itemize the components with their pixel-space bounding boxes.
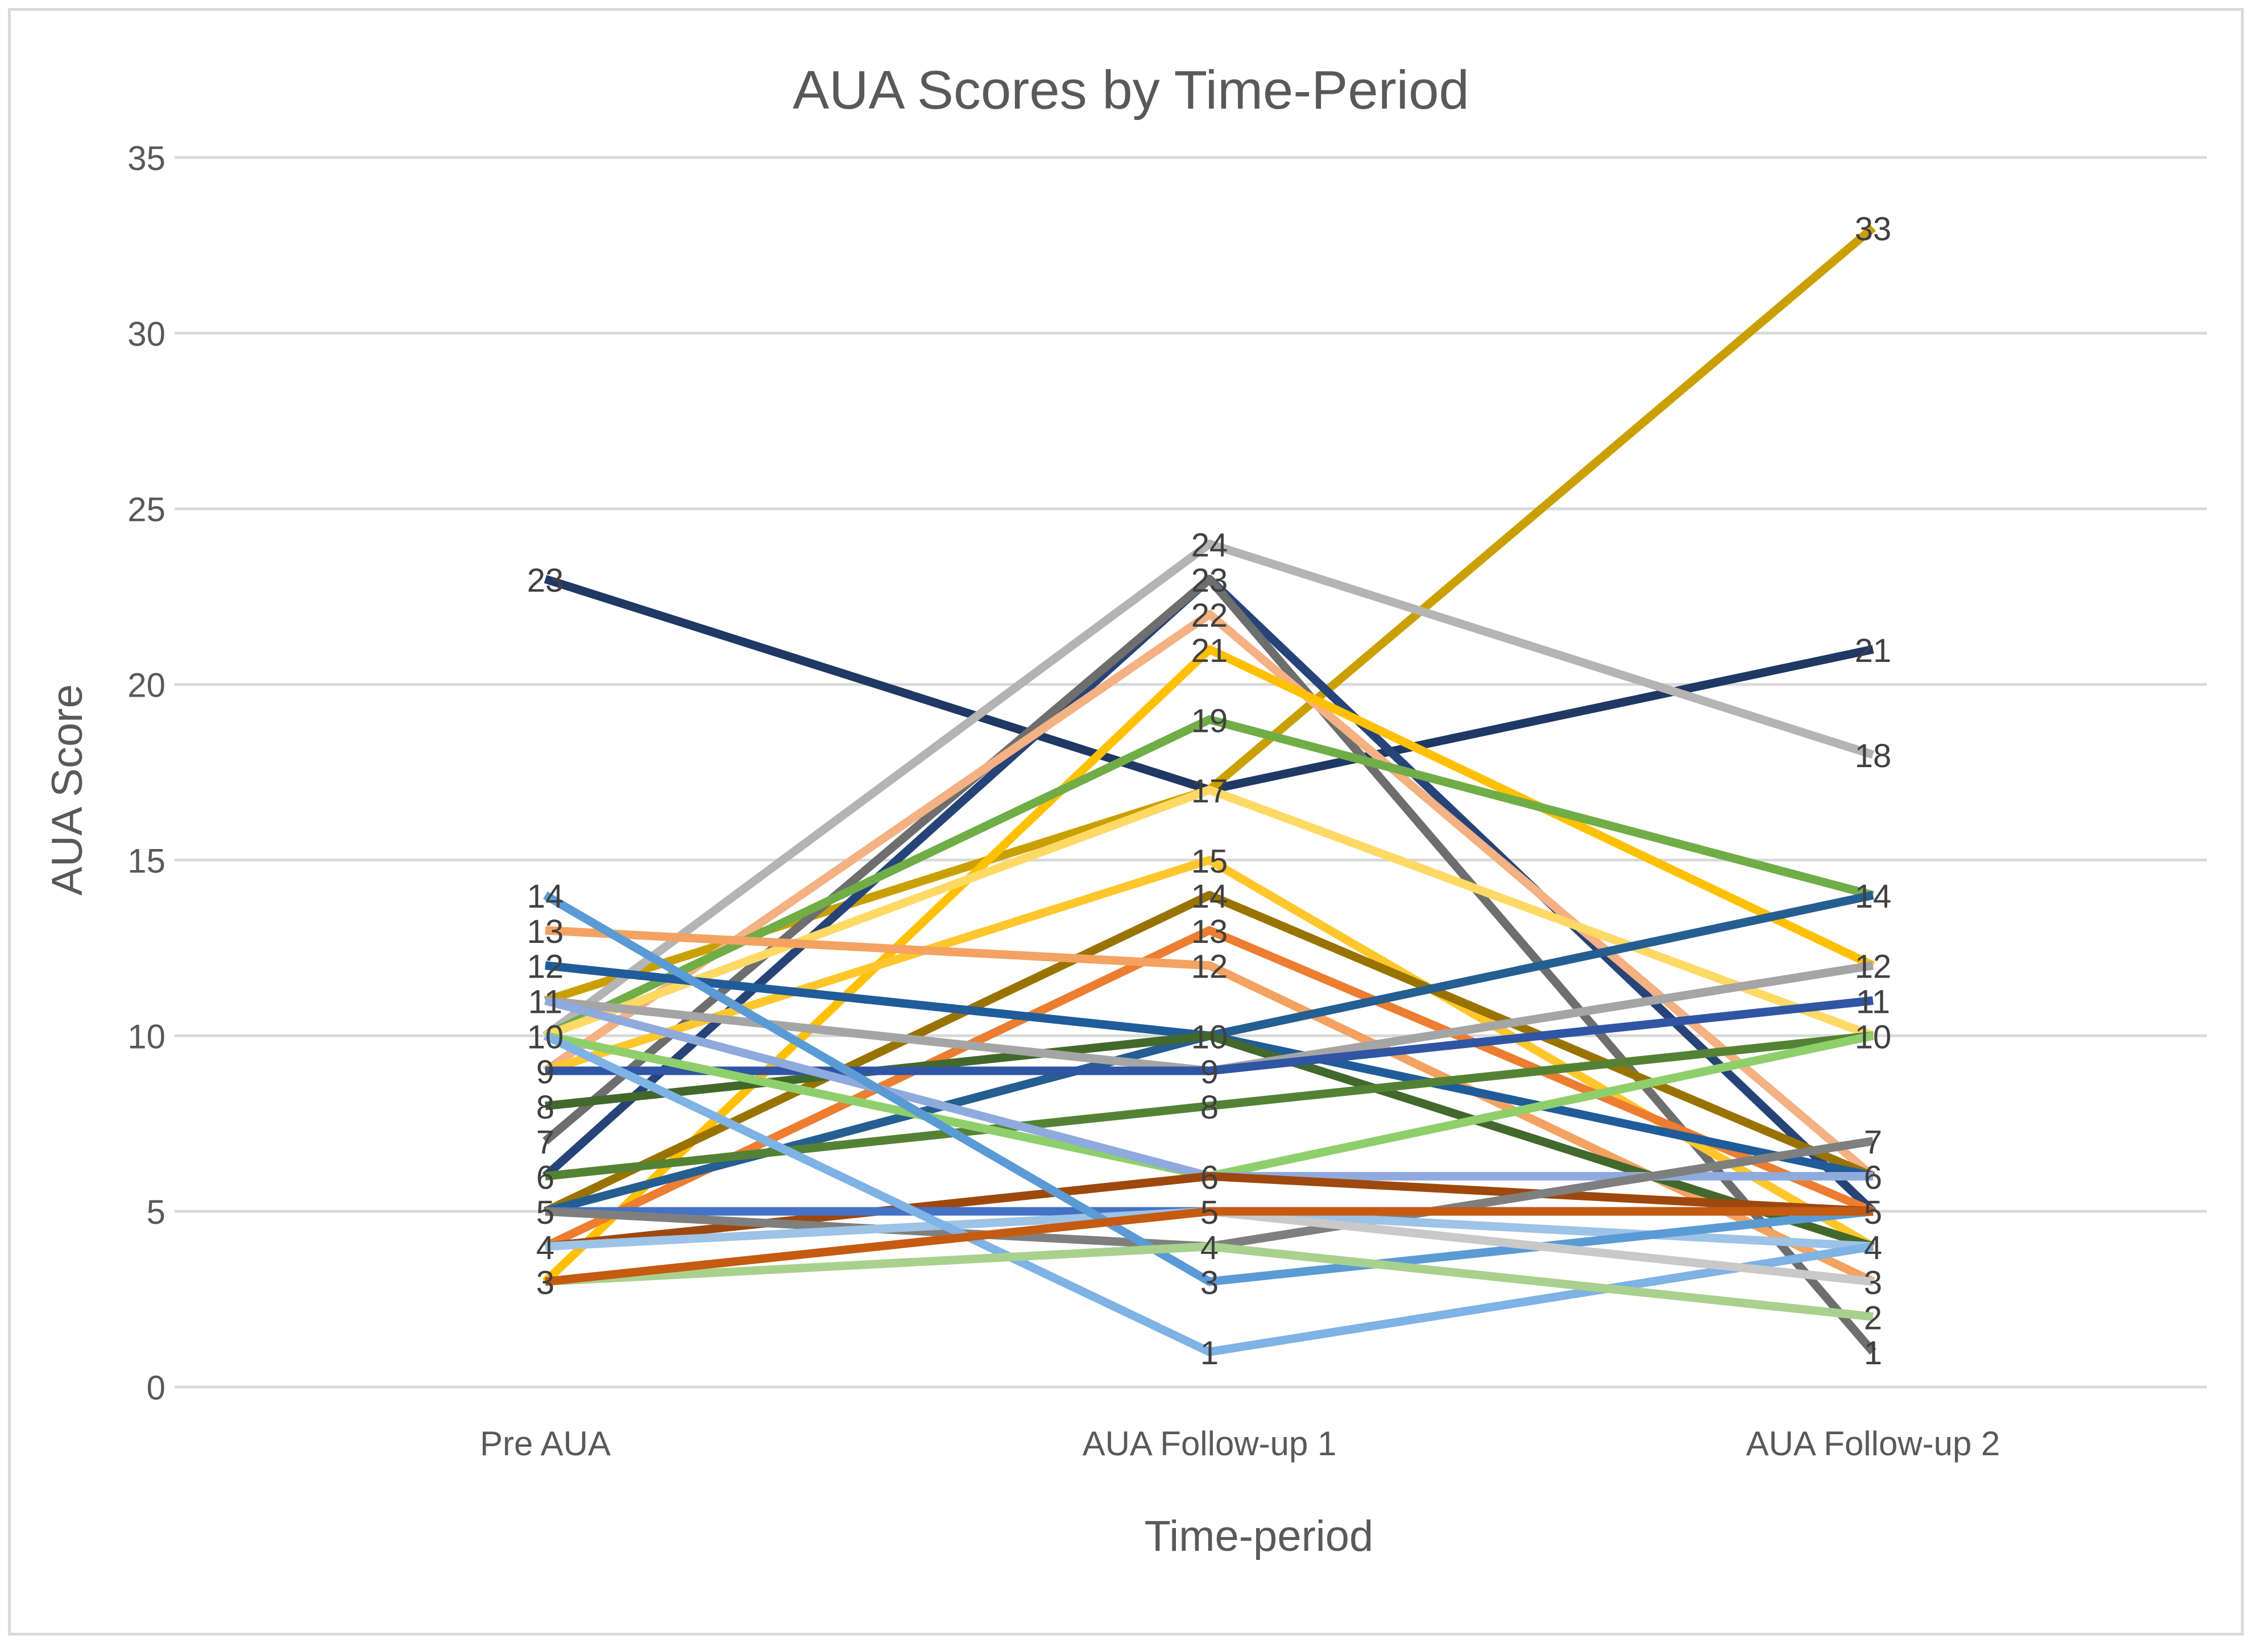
data-label: 10 <box>527 1018 564 1055</box>
y-tick-label: 30 <box>127 315 165 353</box>
y-tick-label: 20 <box>127 666 165 705</box>
data-label: 21 <box>1855 632 1892 669</box>
chart-frame: AUA Scores by Time-Period 0 5 10 15 20 25 30 35… <box>8 8 2244 1636</box>
data-label: 3 <box>1864 1265 1882 1302</box>
data-label: 9 <box>1200 1054 1219 1091</box>
data-label: 1 <box>1864 1335 1882 1372</box>
series-line <box>542 610 1876 1180</box>
chart-title: AUA Scores by Time-Period <box>793 60 1469 121</box>
y-axis-ticks: 0 5 10 15 20 25 30 35 <box>127 139 165 1407</box>
data-label: 8 <box>536 1089 554 1126</box>
data-label: 4 <box>536 1229 554 1266</box>
data-label: 4 <box>1200 1229 1219 1266</box>
data-label: 2 <box>1864 1299 1882 1336</box>
data-label: 5 <box>536 1194 554 1231</box>
data-label: 11 <box>1856 984 1890 1021</box>
data-label: 33 <box>1855 211 1892 248</box>
series-line <box>543 1032 1874 1356</box>
data-label: 6 <box>1200 1159 1219 1196</box>
data-label: 19 <box>1191 702 1228 739</box>
data-label: 9 <box>536 1054 554 1091</box>
data-label: 11 <box>528 984 562 1021</box>
data-label: 5 <box>1864 1194 1882 1231</box>
data-label: 14 <box>1855 878 1892 915</box>
series-line <box>543 891 1874 1286</box>
series-line <box>545 1207 1873 1286</box>
data-label: 4 <box>1864 1229 1882 1266</box>
series-line <box>544 785 1875 1040</box>
series-lines <box>542 224 1876 1356</box>
x-tick-label: AUA Follow-up 2 <box>1746 1425 2000 1463</box>
data-label: 7 <box>536 1124 554 1161</box>
data-label: 14 <box>1191 878 1228 915</box>
data-label: 22 <box>1191 597 1228 634</box>
y-tick-label: 5 <box>147 1193 165 1231</box>
y-tick-label: 15 <box>127 842 165 880</box>
point-labels: 2314131211109876543242322211917151413121… <box>527 211 1892 1372</box>
x-axis-ticks: Pre AUA AUA Follow-up 1 AUA Follow-up 2 <box>480 1425 2000 1463</box>
y-axis-title: AUA Score <box>43 684 92 896</box>
series-line <box>542 539 1875 1040</box>
data-label: 6 <box>536 1159 554 1196</box>
data-label: 15 <box>1191 843 1228 880</box>
y-tick-label: 25 <box>127 491 165 529</box>
x-axis-title: Time-period <box>1145 1512 1374 1560</box>
y-tick-label: 0 <box>147 1369 165 1407</box>
x-tick-label: AUA Follow-up 1 <box>1083 1425 1337 1463</box>
data-label: 21 <box>1191 632 1228 669</box>
data-label: 5 <box>1200 1194 1219 1231</box>
data-label: 23 <box>1191 562 1228 599</box>
data-label: 14 <box>527 878 564 915</box>
data-label: 12 <box>1855 949 1892 986</box>
data-label: 23 <box>527 562 564 599</box>
series-line <box>545 1031 1874 1181</box>
data-label: 3 <box>536 1265 554 1302</box>
data-label: 7 <box>1864 1124 1882 1161</box>
data-label: 3 <box>1200 1265 1219 1302</box>
series-line <box>543 715 1874 1040</box>
data-label: 12 <box>527 949 564 986</box>
data-label: 10 <box>1855 1018 1892 1055</box>
x-tick-label: Pre AUA <box>480 1425 611 1463</box>
data-label: 24 <box>1191 527 1228 564</box>
series-line <box>545 996 1874 1075</box>
data-label: 13 <box>527 913 564 950</box>
data-label: 1 <box>1200 1335 1219 1372</box>
data-label: 13 <box>1191 913 1228 950</box>
y-tick-label: 10 <box>127 1017 165 1055</box>
data-label: 6 <box>1864 1159 1882 1196</box>
data-label: 17 <box>1191 773 1228 810</box>
data-label: 10 <box>1191 1018 1228 1055</box>
series-line <box>545 1242 1874 1321</box>
data-label: 8 <box>1200 1089 1219 1126</box>
data-label: 18 <box>1855 738 1892 775</box>
chart: AUA Scores by Time-Period 05101520253035… <box>43 60 2207 1560</box>
data-label: 12 <box>1191 949 1228 986</box>
y-tick-label: 35 <box>127 139 165 177</box>
